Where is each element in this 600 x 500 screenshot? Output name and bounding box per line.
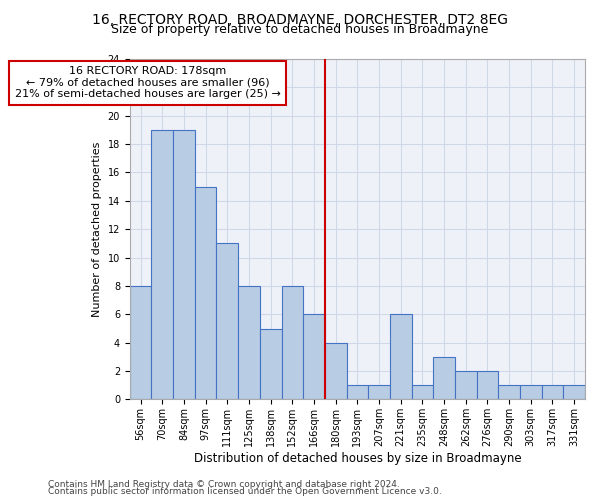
Bar — [260, 328, 281, 400]
Bar — [433, 357, 455, 400]
Bar — [173, 130, 195, 400]
Bar — [390, 314, 412, 400]
Bar — [563, 385, 585, 400]
Text: Contains HM Land Registry data © Crown copyright and database right 2024.: Contains HM Land Registry data © Crown c… — [48, 480, 400, 489]
Bar — [368, 385, 390, 400]
Bar — [303, 314, 325, 400]
Bar — [238, 286, 260, 400]
Bar — [347, 385, 368, 400]
Bar — [151, 130, 173, 400]
Bar — [455, 371, 476, 400]
Bar — [195, 186, 217, 400]
Bar — [217, 244, 238, 400]
X-axis label: Distribution of detached houses by size in Broadmayne: Distribution of detached houses by size … — [194, 452, 521, 465]
Bar — [476, 371, 498, 400]
Bar — [325, 342, 347, 400]
Bar — [130, 286, 151, 400]
Text: Size of property relative to detached houses in Broadmayne: Size of property relative to detached ho… — [112, 22, 488, 36]
Bar — [498, 385, 520, 400]
Text: 16, RECTORY ROAD, BROADMAYNE, DORCHESTER, DT2 8EG: 16, RECTORY ROAD, BROADMAYNE, DORCHESTER… — [92, 12, 508, 26]
Y-axis label: Number of detached properties: Number of detached properties — [92, 142, 102, 317]
Bar — [542, 385, 563, 400]
Text: Contains public sector information licensed under the Open Government Licence v3: Contains public sector information licen… — [48, 487, 442, 496]
Bar — [281, 286, 303, 400]
Text: 16 RECTORY ROAD: 178sqm
← 79% of detached houses are smaller (96)
21% of semi-de: 16 RECTORY ROAD: 178sqm ← 79% of detache… — [14, 66, 280, 100]
Bar — [412, 385, 433, 400]
Bar — [520, 385, 542, 400]
